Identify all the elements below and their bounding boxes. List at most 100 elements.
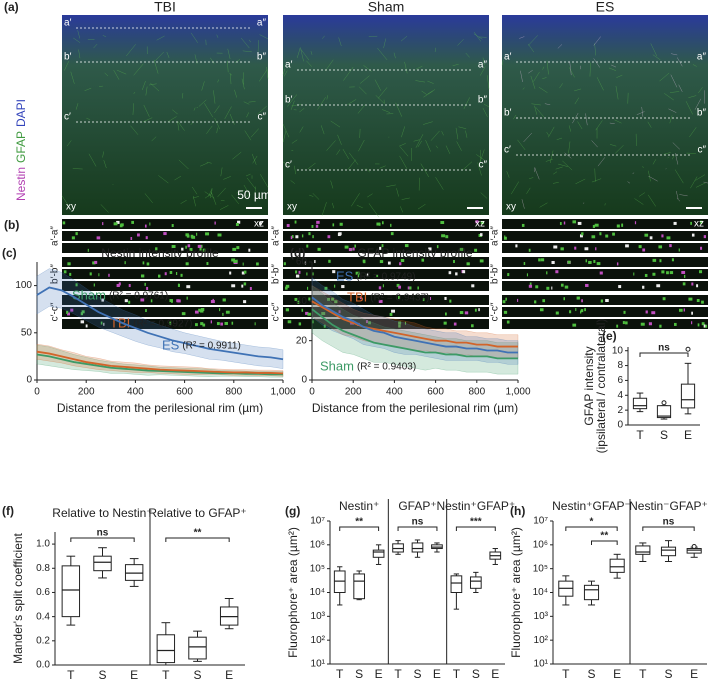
fiber xyxy=(393,52,396,59)
section-mark: b′ xyxy=(504,108,512,119)
signal xyxy=(555,270,559,274)
x-tick-label: T xyxy=(336,667,344,681)
fiber xyxy=(568,125,572,132)
signal xyxy=(652,272,656,276)
xz-strip xyxy=(502,319,708,329)
fiber xyxy=(404,61,408,74)
signal xyxy=(306,244,309,248)
fiber xyxy=(214,105,220,114)
y-tick-label: 10⁴ xyxy=(310,587,325,598)
fiber xyxy=(695,174,706,181)
fiber xyxy=(535,107,545,118)
signal xyxy=(344,245,349,249)
signal xyxy=(479,259,484,263)
signal xyxy=(216,322,220,326)
signal xyxy=(580,310,582,314)
fiber xyxy=(321,202,327,216)
fiber xyxy=(282,68,286,75)
fiber xyxy=(568,141,571,154)
signal xyxy=(642,248,646,252)
signal xyxy=(314,260,316,264)
x-tick-label: E xyxy=(613,667,621,681)
fiber xyxy=(174,175,182,181)
fit-label: (R² = 0.9749) xyxy=(356,272,415,283)
fiber xyxy=(574,97,580,105)
panel-label: (d) xyxy=(290,246,305,260)
y-tick-label: 0.4 xyxy=(36,611,50,622)
signal xyxy=(382,284,384,288)
significance: ns xyxy=(97,528,109,539)
fiber xyxy=(100,204,109,213)
fiber xyxy=(214,117,220,130)
x-tick-label: 0 xyxy=(309,387,315,398)
fiber xyxy=(220,167,223,177)
box xyxy=(632,397,648,410)
y-tick-label: 10² xyxy=(311,635,326,646)
signal xyxy=(243,300,247,304)
fiber xyxy=(379,165,386,169)
signal xyxy=(180,273,183,277)
fiber xyxy=(145,86,148,96)
signal xyxy=(441,234,446,238)
box xyxy=(353,573,366,600)
fiber xyxy=(463,97,470,109)
y-tick-label: 10⁷ xyxy=(533,516,548,527)
fiber xyxy=(480,66,486,76)
signal xyxy=(163,232,167,236)
signal xyxy=(480,233,483,237)
fiber xyxy=(224,106,232,120)
fiber xyxy=(569,61,572,76)
signal xyxy=(222,312,224,316)
fiber xyxy=(252,155,258,164)
significance: * xyxy=(590,517,594,528)
signal xyxy=(666,236,671,240)
signal xyxy=(306,272,308,276)
signal xyxy=(678,248,680,252)
signal xyxy=(312,320,314,324)
y-axis-label: Fluorophore⁺ area (µm²) xyxy=(286,527,300,658)
signal xyxy=(471,324,474,328)
fiber xyxy=(356,204,363,209)
fiber xyxy=(158,175,169,184)
signal xyxy=(94,260,98,264)
signal xyxy=(116,220,120,224)
signal xyxy=(103,322,105,326)
signal xyxy=(701,300,704,304)
fiber xyxy=(180,200,187,204)
signal xyxy=(286,224,290,228)
box xyxy=(372,549,385,558)
fiber xyxy=(413,139,420,142)
fiber xyxy=(477,162,482,176)
signal xyxy=(258,221,262,225)
signal xyxy=(440,221,445,225)
signal xyxy=(171,299,173,303)
signal xyxy=(308,232,311,236)
panel-label: (g) xyxy=(285,504,300,518)
fiber xyxy=(248,101,256,103)
signal xyxy=(202,323,206,327)
x-tick-label: 200 xyxy=(345,387,362,398)
fiber xyxy=(232,151,242,160)
x-tick-label: E xyxy=(433,667,441,681)
signal xyxy=(661,234,664,238)
signal xyxy=(703,324,706,328)
fiber xyxy=(338,37,342,47)
xz-strip xyxy=(283,243,489,253)
signal xyxy=(400,259,405,263)
signal xyxy=(459,247,464,251)
signal xyxy=(398,321,402,325)
fiber xyxy=(521,199,525,209)
signal xyxy=(591,235,596,239)
signal xyxy=(186,296,188,300)
signal xyxy=(622,321,625,325)
line xyxy=(311,296,518,354)
xz-strip xyxy=(502,219,708,229)
fiber xyxy=(245,173,251,177)
signal xyxy=(448,271,452,275)
signal xyxy=(235,222,239,226)
xz-strip xyxy=(502,243,708,253)
significance: ** xyxy=(355,517,363,528)
signal xyxy=(621,223,624,227)
fiber xyxy=(593,36,601,46)
signal xyxy=(430,296,432,300)
